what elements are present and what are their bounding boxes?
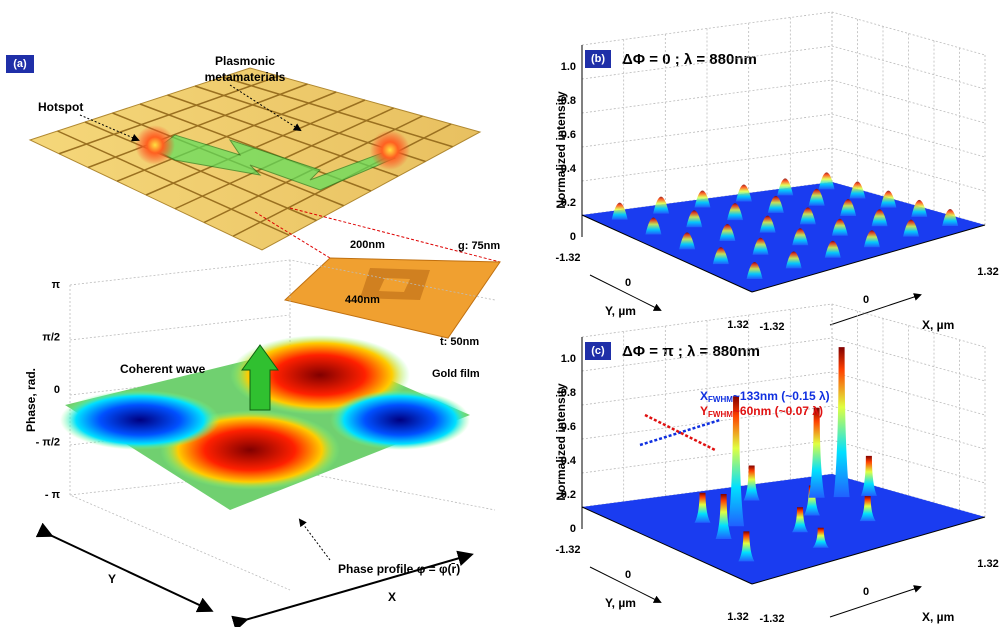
- intensity-peak: [694, 191, 710, 208]
- panel-label: (b): [591, 53, 605, 65]
- panel-label: (c): [591, 345, 605, 357]
- panel-b: (b)ΔΦ = 0 ; λ = 880nm1.00.80.60.40.20Nor…: [554, 12, 999, 333]
- intensity-peak: [911, 200, 927, 217]
- film-label: Gold film: [432, 368, 480, 380]
- y-axis-label: Y, µm: [605, 304, 636, 318]
- inset-gap: g: 75nm: [458, 240, 500, 252]
- phase-profile-label: Phase profile φ = φ(r̄): [338, 562, 460, 576]
- z-axis-label: Phase, rad.: [24, 368, 38, 432]
- inset-period: 440nm: [345, 294, 380, 306]
- panel-title: ΔΦ = 0 ; λ = 880nm: [622, 51, 757, 68]
- intensity-floor: [582, 182, 985, 292]
- z-tick-label: 0: [570, 523, 576, 535]
- intensity-peak: [777, 178, 793, 195]
- y-tick-label: 0: [625, 569, 631, 581]
- fwhm-var: Y: [700, 404, 708, 418]
- intensity-peak: [653, 197, 669, 214]
- x-axis-label: X, µm: [922, 610, 954, 624]
- figure: (a) Plasmonicmetamaterials Hotspot 200nm…: [0, 0, 1002, 627]
- y-axis-label: Y: [108, 572, 116, 586]
- z-tick-label: 0: [54, 384, 60, 396]
- z-tick-label: - π/2: [36, 436, 60, 448]
- fwhm-sub: FWHM: [708, 410, 733, 419]
- axis-arrow: [830, 587, 920, 617]
- hotspot: [370, 130, 410, 170]
- y-axis-label: Y, µm: [605, 596, 636, 610]
- fwhm-var: X: [700, 389, 708, 403]
- x-axis-label: X, µm: [922, 318, 954, 332]
- fwhm-x: [640, 420, 720, 445]
- z-tick-label: π/2: [42, 331, 60, 343]
- panel-title: ΔΦ = π ; λ = 880nm: [622, 343, 760, 360]
- x-tick-label: 0: [863, 586, 869, 598]
- phase-ticks: π π/2 0 - π/2 - π: [36, 279, 61, 501]
- x-tick-label: 1.32: [977, 558, 998, 570]
- intensity-peak: [849, 182, 865, 199]
- y-tick-label: 1.32: [727, 319, 748, 331]
- intensity-peak: [834, 347, 850, 497]
- z-tick-label: - π: [45, 489, 61, 501]
- x-fwhm-label: XFWHM~133nm (~0.15 λ): [700, 389, 830, 404]
- intensity-peak: [861, 456, 877, 496]
- z-tick-label: 1.0: [561, 61, 576, 73]
- z-tick-label: π: [52, 279, 61, 291]
- grid-line: [582, 440, 985, 483]
- z-axis-label: Normalized intensity: [554, 91, 568, 209]
- z-tick-label: 1.0: [561, 353, 576, 365]
- y-tick-label: 0: [625, 277, 631, 289]
- y-fwhm-label: YFWHM~60nm (~0.07 λ): [700, 404, 823, 419]
- grid-line: [582, 80, 985, 123]
- fwhm-value: ~60nm (~0.07 λ): [733, 404, 823, 418]
- wave-label: Coherent wave: [120, 362, 206, 376]
- axis-arrow: [830, 295, 920, 325]
- x-tick-label: -1.32: [759, 613, 784, 625]
- phase-trough: [60, 390, 220, 450]
- intensity-peak: [819, 172, 835, 189]
- hotspot: [135, 125, 175, 165]
- phase-trough: [330, 390, 470, 450]
- intensity-peak: [880, 191, 896, 208]
- inset-thickness: t: 50nm: [440, 336, 479, 348]
- intensity-peak: [809, 408, 825, 498]
- x-tick-label: -1.32: [759, 321, 784, 333]
- x-tick-label: 1.32: [977, 266, 998, 278]
- panel-c: (c) ΔΦ = π ; λ = 880nm XFWHM~133nm (~0.15 …: [554, 304, 999, 625]
- x-tick-label: 0: [863, 294, 869, 306]
- grid-line: [582, 114, 985, 157]
- z-axis-label: Normalized intensity: [554, 383, 568, 501]
- y-tick-label: -1.32: [555, 252, 580, 264]
- inset-width: 200nm: [350, 239, 385, 251]
- intensity-peak: [744, 466, 760, 501]
- fwhm-sub: FWHM: [708, 395, 733, 404]
- panel-label: (a): [13, 58, 27, 70]
- fwhm-value: ~133nm (~0.15 λ): [733, 389, 830, 403]
- hotspot-label: Hotspot: [38, 100, 83, 114]
- y-tick-label: 1.32: [727, 611, 748, 623]
- z-tick-label: 0: [570, 231, 576, 243]
- intensity-peak: [612, 203, 628, 220]
- intensity-peak: [736, 184, 752, 201]
- grid-line: [582, 12, 985, 55]
- x-axis-label: X: [388, 590, 396, 604]
- intensity-peak: [942, 209, 958, 226]
- y-tick-label: -1.32: [555, 544, 580, 556]
- intensity-floor: [582, 474, 985, 584]
